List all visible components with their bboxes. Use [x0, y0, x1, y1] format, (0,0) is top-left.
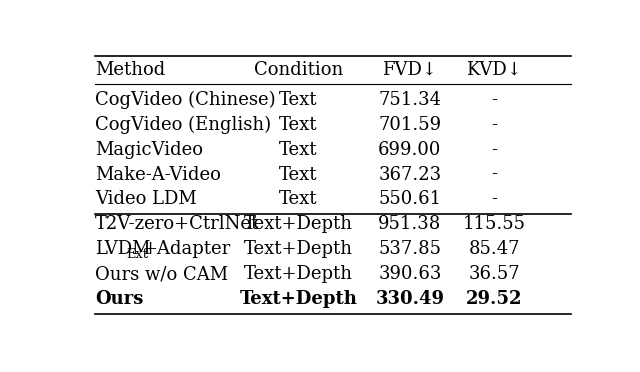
Text: MagicVideo: MagicVideo	[95, 141, 203, 158]
Text: 29.52: 29.52	[466, 290, 522, 308]
Text: 951.38: 951.38	[378, 215, 442, 233]
Text: 85.47: 85.47	[468, 240, 520, 258]
Text: 751.34: 751.34	[378, 91, 442, 109]
Text: LVDM: LVDM	[95, 240, 150, 258]
Text: Video LDM: Video LDM	[95, 190, 196, 208]
Text: -: -	[491, 190, 497, 208]
Text: -: -	[491, 141, 497, 158]
Text: 701.59: 701.59	[378, 116, 442, 134]
Text: FVD↓: FVD↓	[382, 61, 437, 79]
Text: Ext: Ext	[126, 248, 148, 261]
Text: CogVideo (English): CogVideo (English)	[95, 116, 271, 134]
Text: Method: Method	[95, 61, 165, 79]
Text: Text: Text	[279, 91, 317, 109]
Text: 330.49: 330.49	[375, 290, 444, 308]
Text: Text+Depth: Text+Depth	[244, 215, 353, 233]
Text: Text: Text	[279, 141, 317, 158]
Text: +Adapter: +Adapter	[143, 240, 231, 258]
Text: 115.55: 115.55	[463, 215, 525, 233]
Text: CogVideo (Chinese): CogVideo (Chinese)	[95, 91, 275, 109]
Text: Text: Text	[279, 190, 317, 208]
Text: -: -	[491, 116, 497, 134]
Text: -: -	[491, 91, 497, 109]
Text: Text: Text	[279, 116, 317, 134]
Text: 390.63: 390.63	[378, 265, 442, 283]
Text: Text: Text	[279, 166, 317, 183]
Text: Text+Depth: Text+Depth	[244, 240, 353, 258]
Text: 550.61: 550.61	[378, 190, 442, 208]
Text: 36.57: 36.57	[468, 265, 520, 283]
Text: Ours w/o CAM: Ours w/o CAM	[95, 265, 228, 283]
Text: Text+Depth: Text+Depth	[244, 265, 353, 283]
Text: -: -	[491, 166, 497, 183]
Text: Condition: Condition	[253, 61, 343, 79]
Text: 699.00: 699.00	[378, 141, 442, 158]
Text: 537.85: 537.85	[378, 240, 442, 258]
Text: Make-A-Video: Make-A-Video	[95, 166, 221, 183]
Text: T2V-zero+CtrlNet: T2V-zero+CtrlNet	[95, 215, 259, 233]
Text: Text+Depth: Text+Depth	[239, 290, 357, 308]
Text: KVD↓: KVD↓	[466, 61, 522, 79]
Text: 367.23: 367.23	[378, 166, 442, 183]
Text: Ours: Ours	[95, 290, 143, 308]
